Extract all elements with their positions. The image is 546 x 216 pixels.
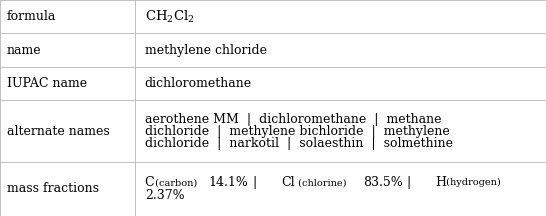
Text: |: |	[245, 176, 265, 189]
Text: (carbon): (carbon)	[152, 178, 200, 187]
Text: CH$_2$Cl$_2$: CH$_2$Cl$_2$	[145, 9, 194, 25]
Text: aerothene MM  |  dichloromethane  |  methane: aerothene MM | dichloromethane | methane	[145, 113, 441, 125]
Text: |: |	[399, 176, 419, 189]
Text: IUPAC name: IUPAC name	[7, 77, 87, 90]
Text: name: name	[7, 44, 41, 57]
Text: dichloride  |  narkotil  |  solaesthin  |  solmethine: dichloride | narkotil | solaesthin | sol…	[145, 137, 453, 150]
Text: C: C	[145, 176, 155, 189]
Text: alternate names: alternate names	[7, 125, 109, 138]
Text: 83.5%: 83.5%	[363, 176, 403, 189]
Text: (chlorine): (chlorine)	[295, 178, 350, 187]
Text: 14.1%: 14.1%	[209, 176, 248, 189]
Text: formula: formula	[7, 10, 56, 23]
Text: dichloride  |  methylene bichloride  |  methylene: dichloride | methylene bichloride | meth…	[145, 125, 449, 138]
Text: 2.37%: 2.37%	[145, 189, 185, 202]
Text: (hydrogen): (hydrogen)	[443, 178, 501, 187]
Text: mass fractions: mass fractions	[7, 183, 98, 195]
Text: dichloromethane: dichloromethane	[145, 77, 252, 90]
Text: methylene chloride: methylene chloride	[145, 44, 266, 57]
Text: H: H	[436, 176, 447, 189]
Text: Cl: Cl	[281, 176, 294, 189]
